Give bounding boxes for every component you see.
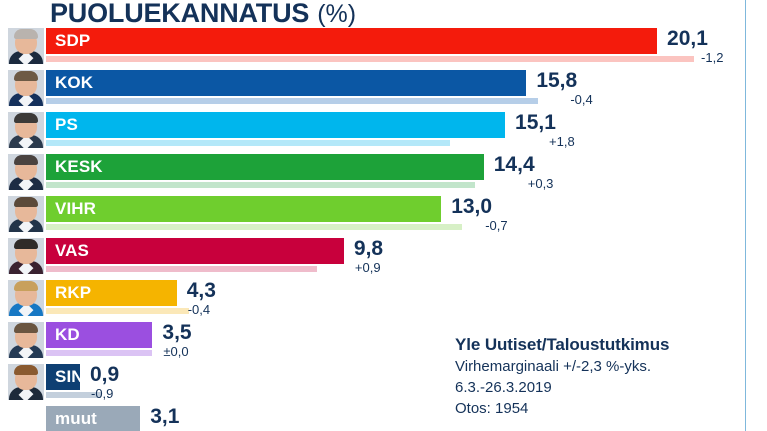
bar-party-label: VIHR — [55, 199, 97, 218]
party-leader-avatar — [8, 154, 44, 190]
chart-row: SDP 20,1 -1,2 — [0, 27, 745, 70]
party-leader-avatar — [8, 196, 44, 232]
bar-value-label: 9,8 — [353, 237, 384, 260]
previous-value-bar — [46, 98, 539, 104]
bar-change-label: -0,7 — [485, 218, 508, 233]
title-unit-text: (%) — [317, 0, 357, 28]
party-leader-avatar — [8, 70, 44, 106]
party-leader-avatar — [8, 112, 44, 148]
bar-party-label: RKP — [55, 283, 92, 302]
party-leader-avatar — [8, 28, 44, 64]
chart-row: RKP 4,3 -0,4 — [0, 279, 745, 322]
bar-party-label: muut — [55, 409, 97, 428]
bar-change-label: -0,4 — [187, 302, 211, 317]
chart-row: KESK 14,4 +0,3 — [0, 153, 745, 196]
bar-party-label: PS — [55, 115, 78, 134]
bar-value-label: 15,1 — [515, 111, 556, 134]
bar-value-label: 13,0 — [451, 195, 493, 218]
previous-value-bar — [46, 56, 694, 62]
previous-value-bar — [46, 266, 317, 272]
chart-row: PS 15,1 +1,8 — [0, 111, 745, 154]
bar-sdp[interactable]: SDP — [46, 28, 658, 54]
bar-party-label: SIN — [55, 367, 84, 386]
bar-area: KOK 15,8 -0,4 — [46, 69, 745, 110]
bar-party-label: KOK — [55, 73, 94, 92]
bar-value-label: 3,1 — [150, 405, 180, 428]
bar-area: KESK 14,4 +0,3 — [46, 153, 745, 194]
party-leader-avatar — [8, 280, 44, 316]
bar-vihr[interactable]: VIHR — [46, 196, 442, 222]
title-main-text: PUOLUEKANNATUS — [50, 0, 310, 28]
bar-value-label: 0,9 — [90, 363, 120, 386]
bar-area: muut 3,1+0,6 — [46, 405, 745, 431]
bar-area: SDP 20,1 -1,2 — [46, 27, 745, 68]
bar-change-label: +0,9 — [354, 260, 381, 275]
chart-row: KOK 15,8 -0,4 — [0, 69, 745, 112]
bar-value-label: 4,3 — [186, 279, 216, 302]
bar-change-label: -1,2 — [701, 50, 724, 65]
bar-rkp[interactable]: RKP — [46, 280, 177, 306]
bar-party-label: KESK — [55, 157, 103, 176]
previous-value-bar — [46, 140, 451, 146]
bar-change-label: -0,9 — [91, 386, 114, 401]
bar-party-label: KD — [55, 325, 80, 344]
previous-value-bar — [46, 350, 153, 356]
source-period: 6.3.-26.3.2019 — [455, 379, 552, 396]
bar-party-label: SDP — [55, 31, 91, 50]
right-divider — [745, 0, 746, 431]
bar-change-label: ±0,0 — [163, 344, 189, 359]
previous-value-bar — [46, 182, 475, 188]
bar-change-label: +0,6 — [151, 428, 177, 431]
bar-value-label: 20,1 — [667, 27, 708, 50]
bar-vas[interactable]: VAS — [46, 238, 344, 264]
bar-change-label: +1,8 — [549, 134, 575, 149]
bar-change-label: +0,3 — [527, 176, 554, 191]
chart-row: KD 3,5 ±0,0 — [0, 321, 745, 364]
previous-value-bar — [46, 392, 101, 398]
chart-row: VIHR 13,0 -0,7 — [0, 195, 745, 238]
bar-change-label: -0,4 — [570, 92, 593, 107]
bar-area: VAS 9,8 +0,9 — [46, 237, 745, 278]
chart-row: VAS 9,8 +0,9 — [0, 237, 745, 280]
bar-area: KD 3,5 ±0,0 — [46, 321, 745, 362]
source-block: Yle Uutiset/Taloustutkimus Virhemarginaa… — [455, 334, 740, 419]
source-sample-size: Otos: 1954 — [455, 400, 529, 417]
party-support-bar-chart: SDP 20,1 -1,2 KOK 15,8 -0,4 PS 15,1 +1,8 KESK 14,4… — [0, 27, 745, 431]
bar-area: SIN 0,9 -0,9 — [46, 363, 745, 404]
chart-row: SIN 0,9 -0,9 — [0, 363, 745, 406]
bar-value-label: 3,5 — [162, 321, 192, 344]
bar-party-label: VAS — [55, 241, 89, 260]
bar-ps[interactable]: PS — [46, 112, 506, 138]
chart-row: muut 3,1+0,6 — [0, 405, 745, 431]
bar-muut[interactable]: muut — [46, 406, 141, 431]
bar-area: RKP 4,3 -0,4 — [46, 279, 745, 320]
previous-value-bar — [46, 308, 189, 314]
bar-area: VIHR 13,0 -0,7 — [46, 195, 745, 236]
bar-kd[interactable]: KD — [46, 322, 153, 348]
party-leader-avatar — [8, 238, 44, 274]
bar-area: PS 15,1 +1,8 — [46, 111, 745, 152]
source-title: Yle Uutiset/Taloustutkimus — [455, 335, 670, 354]
bar-sin[interactable]: SIN — [46, 364, 84, 390]
bar-kok[interactable]: KOK — [46, 70, 527, 96]
previous-value-bar — [46, 224, 463, 230]
bar-value-label: 15,8 — [536, 69, 578, 92]
party-leader-avatar — [8, 364, 44, 400]
bar-kesk[interactable]: KESK — [46, 154, 484, 180]
page-title: PUOLUEKANNATUS (%) — [50, 0, 356, 28]
party-leader-avatar — [8, 322, 44, 358]
source-margin-of-error: Virhemarginaali +/-2,3 %-yks. — [455, 358, 652, 375]
bar-value-label: 14,4 — [493, 153, 535, 176]
